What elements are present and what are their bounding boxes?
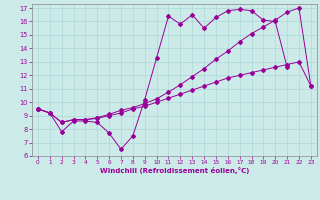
X-axis label: Windchill (Refroidissement éolien,°C): Windchill (Refroidissement éolien,°C)	[100, 167, 249, 174]
